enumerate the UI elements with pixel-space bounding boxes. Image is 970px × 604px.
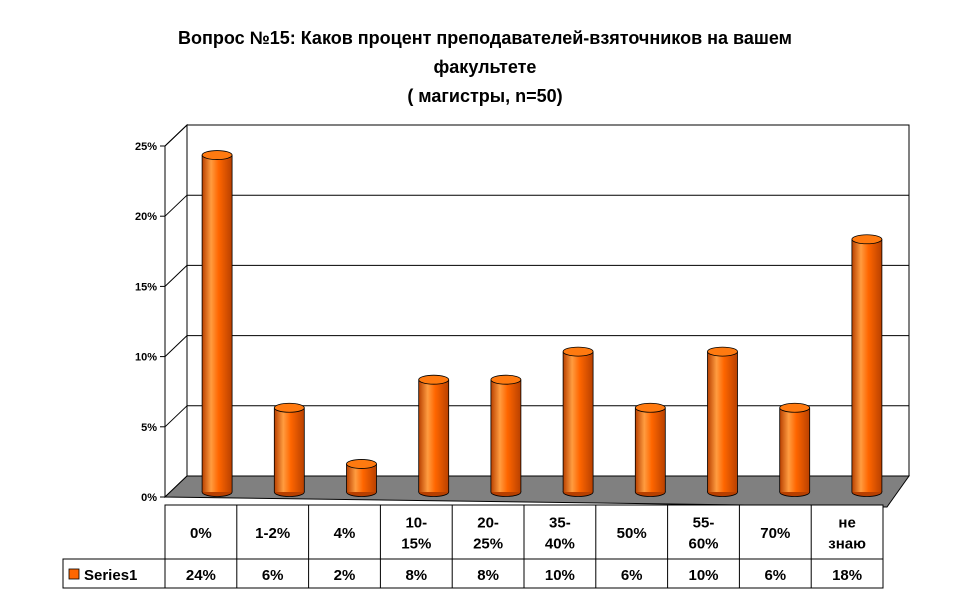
y-tick-label: 20% — [135, 211, 157, 223]
bar-8 — [779, 402, 811, 497]
chart-title-line-3: ( магистры, n=50) — [407, 86, 563, 106]
data-label: 8% — [405, 567, 427, 584]
bar-body — [418, 379, 449, 492]
bar-6 — [634, 402, 666, 497]
legend-swatch — [68, 568, 80, 580]
y-tick-label: 25% — [135, 141, 157, 153]
category-label: 35- — [549, 515, 571, 532]
y-tick-label: 0% — [141, 492, 157, 504]
bar-top — [779, 402, 811, 413]
bar-body — [779, 407, 810, 492]
data-label: 6% — [621, 567, 643, 584]
y-tick-label: 10% — [135, 352, 157, 364]
bar-2 — [346, 459, 377, 497]
data-label: 6% — [262, 567, 284, 584]
category-label: 40% — [545, 536, 575, 553]
category-label: знаю — [828, 536, 866, 553]
data-label: 10% — [688, 567, 718, 584]
gridline-side-5 — [164, 124, 188, 147]
category-label: 1-2% — [255, 525, 290, 542]
bar-body — [851, 239, 882, 492]
data-table: 0% 1-2% 4% 10- 15% 20- 25% 35- 40% 50% 55- 60% 70% не… — [62, 504, 884, 589]
chart-title-line-1: Вопрос №15: Каков процент преподавателей… — [178, 28, 792, 48]
category-label: 55- — [693, 515, 715, 532]
bar-top — [273, 402, 305, 413]
data-label: 18% — [832, 567, 862, 584]
category-label: 15% — [401, 536, 431, 553]
chart-title: Вопрос №15: Каков процент преподавателей… — [0, 24, 970, 111]
category-label: 70% — [760, 525, 790, 542]
bar-1 — [273, 402, 305, 497]
category-label: не — [838, 515, 855, 532]
bar-5 — [562, 346, 594, 497]
bar-top — [201, 150, 233, 160]
category-label: 0% — [190, 525, 212, 542]
bar-top — [346, 459, 377, 469]
category-label: 10- — [405, 515, 427, 532]
data-label: 6% — [764, 567, 786, 584]
gridline-side-2 — [164, 335, 188, 357]
bar-4 — [490, 374, 522, 497]
bar-top — [562, 346, 594, 357]
gridline-side-3 — [164, 265, 188, 287]
bar-body — [635, 407, 666, 492]
gridline-side-1 — [164, 405, 188, 428]
bar-top — [634, 402, 666, 413]
y-tick-label: 5% — [141, 422, 157, 434]
bar-7 — [707, 346, 738, 497]
bar-body — [707, 351, 738, 492]
data-label: 24% — [186, 567, 216, 584]
bar-top — [851, 234, 883, 245]
bar-3 — [418, 374, 450, 497]
category-label: 50% — [617, 525, 647, 542]
chart-side-wall — [164, 123, 188, 499]
data-label: 2% — [334, 567, 356, 584]
bar-top — [707, 346, 738, 357]
category-label: 60% — [688, 536, 718, 553]
data-table-legend-cell — [62, 558, 166, 589]
category-label: 4% — [334, 525, 356, 542]
y-tick-label: 15% — [135, 281, 157, 293]
bar-body — [563, 351, 594, 492]
legend-series-name: Series1 — [84, 567, 137, 584]
bar-9 — [851, 234, 883, 497]
data-label: 8% — [477, 567, 499, 584]
bar-top — [490, 374, 522, 385]
bar-body — [202, 155, 233, 493]
data-label: 10% — [545, 567, 575, 584]
category-label: 25% — [473, 536, 503, 553]
bar-body — [490, 379, 521, 492]
bar-body — [274, 407, 305, 492]
bar-top — [418, 374, 450, 385]
gridline-side-4 — [164, 194, 188, 217]
chart-title-line-2: факультете — [433, 57, 537, 77]
category-label: 20- — [477, 515, 499, 532]
bar-0 — [201, 150, 233, 497]
